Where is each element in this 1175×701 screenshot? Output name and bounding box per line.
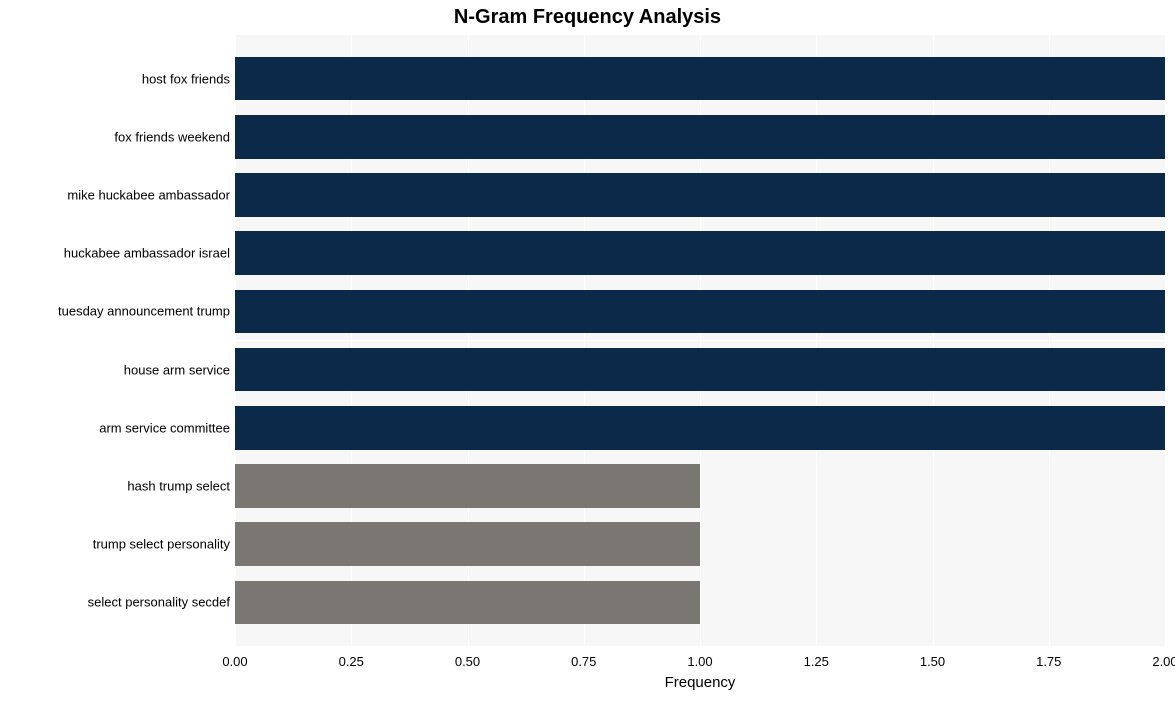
x-axis-tick: 0.50 xyxy=(455,654,480,669)
y-axis-label: hash trump select xyxy=(127,478,230,493)
bar xyxy=(235,173,1165,217)
y-axis-label: tuesday announcement trump xyxy=(58,304,230,319)
y-axis-label: huckabee ambassador israel xyxy=(64,246,230,261)
x-axis-tick: 0.00 xyxy=(222,654,247,669)
bar xyxy=(235,464,700,508)
y-axis-label: host fox friends xyxy=(142,71,230,86)
x-axis-tick: 1.00 xyxy=(687,654,712,669)
bar xyxy=(235,348,1165,392)
y-axis-label: house arm service xyxy=(124,362,230,377)
plot-area: host fox friendsfox friends weekendmike … xyxy=(235,35,1165,646)
x-axis-tick: 0.25 xyxy=(339,654,364,669)
bar xyxy=(235,115,1165,159)
x-axis-tick: 1.25 xyxy=(804,654,829,669)
x-axis-tick: 0.75 xyxy=(571,654,596,669)
y-axis-label: mike huckabee ambassador xyxy=(67,188,230,203)
x-axis-label: Frequency xyxy=(665,674,736,691)
y-axis-label: trump select personality xyxy=(93,537,230,552)
x-axis-tick: 1.50 xyxy=(920,654,945,669)
bar xyxy=(235,57,1165,101)
x-axis-tick: 2.00 xyxy=(1152,654,1175,669)
y-axis-label: fox friends weekend xyxy=(114,129,230,144)
x-axis-tick: 1.75 xyxy=(1036,654,1061,669)
gridline xyxy=(1165,35,1166,646)
y-axis-label: select personality secdef xyxy=(88,595,230,610)
bar xyxy=(235,290,1165,334)
ngram-chart: N-Gram Frequency Analysis host fox frien… xyxy=(0,0,1175,701)
y-axis-label: arm service committee xyxy=(99,420,230,435)
bar xyxy=(235,231,1165,275)
bar xyxy=(235,581,700,625)
bar xyxy=(235,406,1165,450)
bar xyxy=(235,522,700,566)
chart-title: N-Gram Frequency Analysis xyxy=(0,6,1175,29)
